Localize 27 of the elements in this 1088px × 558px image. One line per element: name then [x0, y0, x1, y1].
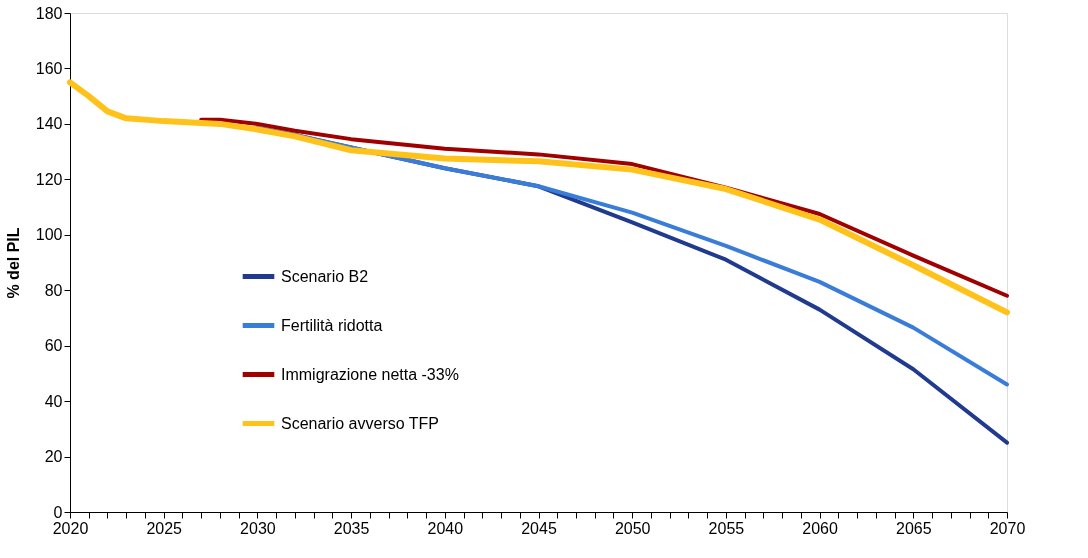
x-tick-label: 2040 — [427, 519, 464, 537]
x-tick-label: 2030 — [240, 519, 276, 537]
y-tick-label: 40 — [44, 392, 63, 410]
legend-label: Fertilità ridotta — [281, 316, 383, 334]
legend-label: Immigrazione netta -33% — [281, 365, 459, 383]
x-tick-label: 2060 — [802, 519, 838, 537]
x-tick-label: 2065 — [896, 519, 932, 537]
y-tick-label: 20 — [44, 448, 63, 466]
y-tick-label: 180 — [35, 4, 63, 22]
y-tick-label: 140 — [35, 115, 63, 133]
x-tick-label: 2050 — [614, 519, 651, 537]
x-tick-label: 2045 — [521, 519, 557, 537]
x-tick-label: 2020 — [52, 519, 89, 537]
y-tick-label: 120 — [35, 170, 63, 188]
y-tick-label: 80 — [44, 281, 63, 299]
y-axis-title: % del PIL — [4, 227, 22, 299]
legend-label: Scenario B2 — [281, 267, 369, 285]
y-tick-label: 60 — [44, 337, 63, 355]
x-tick-label: 2025 — [146, 519, 183, 537]
y-tick-label: 160 — [35, 59, 63, 77]
x-tick-label: 2035 — [333, 519, 370, 537]
y-tick-label: 100 — [35, 226, 63, 244]
x-tick-label: 2055 — [708, 519, 745, 537]
line-series — [199, 117, 1009, 298]
y-tick-label: 0 — [53, 503, 63, 521]
legend-label: Scenario avverso TFP — [281, 414, 439, 432]
x-tick-label: 2070 — [989, 519, 1026, 537]
